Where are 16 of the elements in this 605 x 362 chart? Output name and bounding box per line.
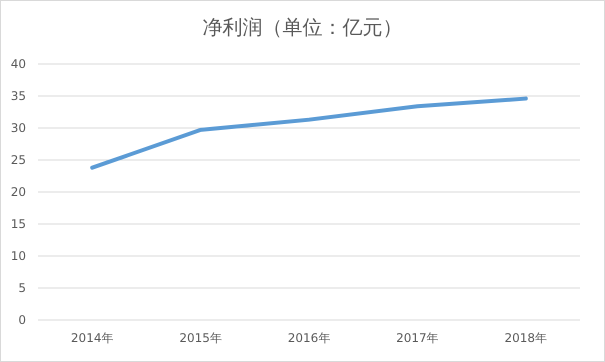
y-tick-label: 20 bbox=[10, 185, 26, 199]
x-tick-label: 2017年 bbox=[396, 331, 439, 345]
y-tick-label: 10 bbox=[10, 249, 26, 263]
x-tick-label: 2016年 bbox=[288, 331, 330, 345]
chart-title: 净利润（单位：亿元） bbox=[202, 15, 402, 39]
x-tick-label: 2015年 bbox=[179, 331, 222, 345]
y-tick-label: 40 bbox=[10, 57, 26, 71]
y-tick-label: 30 bbox=[10, 121, 26, 135]
y-tick-label: 0 bbox=[18, 313, 26, 327]
y-tick-label: 35 bbox=[10, 89, 26, 103]
y-tick-label: 5 bbox=[18, 281, 26, 295]
y-tick-label: 15 bbox=[10, 217, 26, 231]
line-series bbox=[90, 96, 528, 170]
x-tick-label: 2014年 bbox=[70, 331, 114, 345]
y-tick-label: 25 bbox=[10, 153, 26, 167]
x-tick-label: 2018年 bbox=[504, 331, 548, 345]
